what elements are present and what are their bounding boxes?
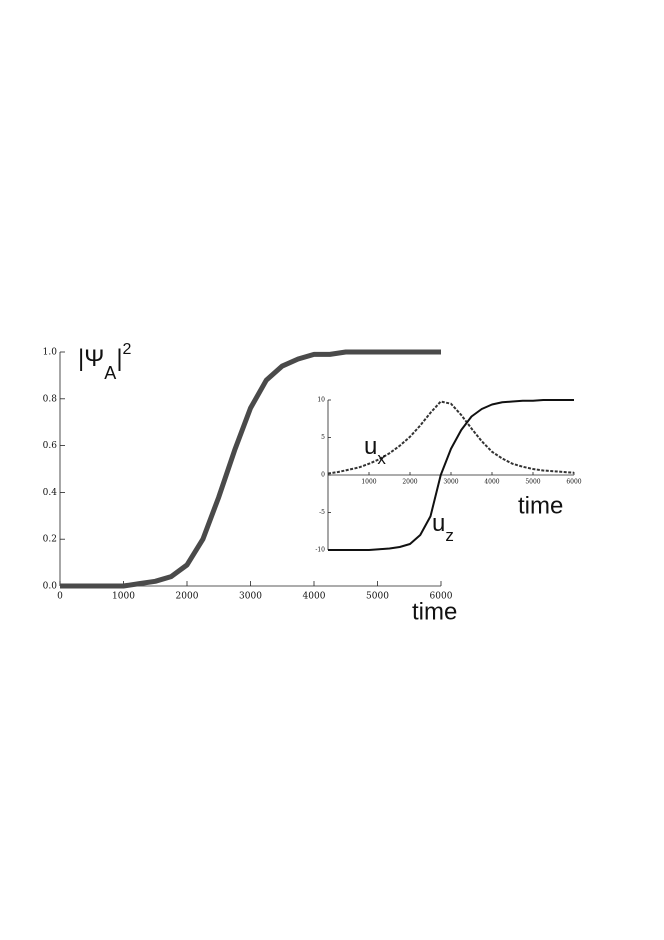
y-axis-label: |ΨA|2 xyxy=(78,341,132,383)
x-tick-label: 6000 xyxy=(566,479,581,486)
label-close: | xyxy=(116,345,122,372)
data-line xyxy=(327,400,575,475)
x-tick-label: 4000 xyxy=(484,479,499,486)
x-tick-label: 1000 xyxy=(112,592,135,602)
x-tick-label: 5000 xyxy=(366,592,389,602)
x-tick-label: 4000 xyxy=(303,592,326,602)
series-subscript: x xyxy=(377,449,386,468)
x-tick-label: 2000 xyxy=(176,592,199,602)
y-tick-label: 5 xyxy=(321,434,325,441)
x-axis-label: time xyxy=(412,598,457,625)
x-tick-label: 0 xyxy=(57,592,63,602)
series-subscript: z xyxy=(445,526,454,545)
label-sub: A xyxy=(104,363,116,383)
x-tick-label: 2000 xyxy=(402,479,417,486)
x-tick-label: 3000 xyxy=(443,479,458,486)
data-line xyxy=(328,399,574,551)
data-line xyxy=(60,349,441,589)
x-tick-label: 3000 xyxy=(239,592,262,602)
series-label: ux xyxy=(364,433,386,468)
y-tick-label: 0 xyxy=(321,472,325,479)
y-tick-label: -5 xyxy=(319,509,325,516)
y-tick-label: 0.2 xyxy=(43,535,57,545)
inset-x-axis-label: time xyxy=(518,492,563,519)
y-tick-label: 0.8 xyxy=(43,394,58,404)
x-tick-label: 5000 xyxy=(525,479,540,486)
y-tick-label: 1.0 xyxy=(43,348,58,358)
label-base: |Ψ xyxy=(78,345,104,372)
series-name: u xyxy=(364,433,377,460)
y-tick-label: 0.6 xyxy=(43,441,58,451)
y-tick-label: -10 xyxy=(315,547,325,554)
series-name: u xyxy=(432,510,445,537)
y-tick-label: 10 xyxy=(317,397,325,404)
y-tick-label: 0.0 xyxy=(43,582,58,592)
y-tick-label: 0.4 xyxy=(43,488,58,498)
x-tick-label: 6000 xyxy=(430,592,453,602)
series-label: uz xyxy=(432,510,454,545)
x-tick-label: 1000 xyxy=(361,479,376,486)
label-sup: 2 xyxy=(123,341,132,358)
